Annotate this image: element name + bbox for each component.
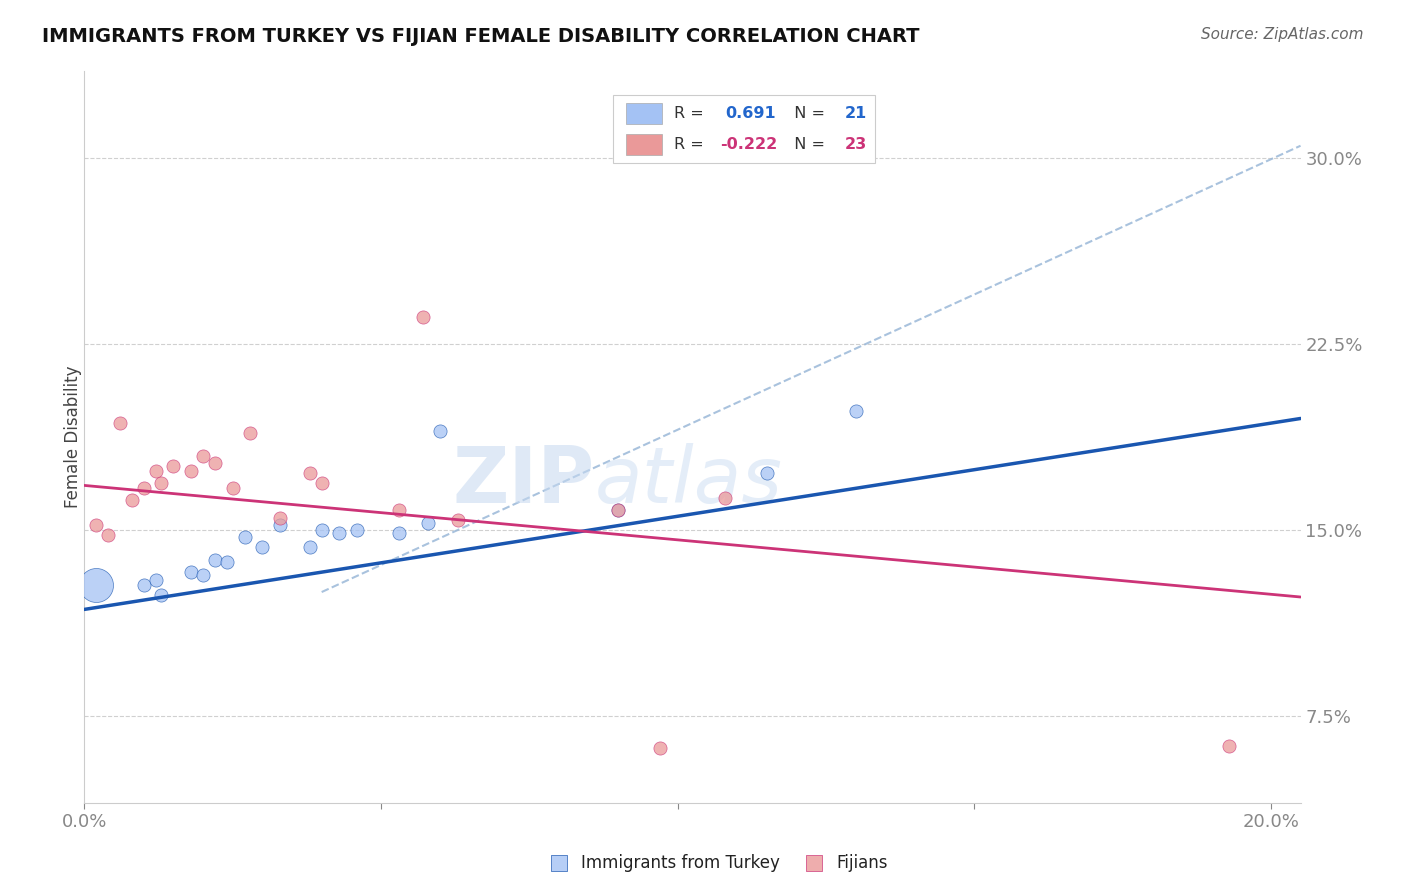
- Point: [132, 481, 155, 495]
- FancyBboxPatch shape: [613, 95, 875, 163]
- Point: [180, 464, 202, 478]
- Text: 0.691: 0.691: [725, 106, 776, 121]
- Text: R =: R =: [675, 137, 709, 153]
- Point: [97, 528, 120, 542]
- Point: [755, 466, 778, 480]
- Point: [298, 541, 321, 555]
- Point: [215, 555, 238, 569]
- Point: [346, 523, 368, 537]
- Point: [648, 741, 671, 756]
- Point: [180, 565, 202, 579]
- Point: [204, 456, 226, 470]
- Point: [84, 577, 107, 591]
- Point: [145, 464, 167, 478]
- Bar: [626, 103, 662, 124]
- Text: Immigrants from Turkey: Immigrants from Turkey: [581, 854, 779, 871]
- Point: [132, 577, 155, 591]
- Text: Source: ZipAtlas.com: Source: ZipAtlas.com: [1201, 27, 1364, 42]
- Point: [447, 513, 470, 527]
- Text: 23: 23: [845, 137, 866, 153]
- Text: R =: R =: [675, 106, 714, 121]
- Point: [252, 541, 274, 555]
- Point: [607, 503, 630, 517]
- Point: [191, 449, 214, 463]
- Point: [418, 516, 440, 530]
- Bar: [626, 134, 662, 154]
- Point: [311, 475, 333, 490]
- Point: [145, 573, 167, 587]
- Point: [1218, 739, 1240, 753]
- Point: [204, 553, 226, 567]
- Text: -0.222: -0.222: [720, 137, 778, 153]
- Point: [150, 588, 173, 602]
- Point: [269, 518, 291, 533]
- Point: [429, 424, 451, 438]
- Point: [311, 523, 333, 537]
- Text: ZIP: ZIP: [453, 443, 595, 519]
- Point: [233, 531, 256, 545]
- Point: [388, 503, 411, 517]
- Point: [162, 458, 184, 473]
- Text: 21: 21: [845, 106, 866, 121]
- Point: [298, 466, 321, 480]
- Text: IMMIGRANTS FROM TURKEY VS FIJIAN FEMALE DISABILITY CORRELATION CHART: IMMIGRANTS FROM TURKEY VS FIJIAN FEMALE …: [42, 27, 920, 45]
- Point: [108, 417, 131, 431]
- Point: [239, 426, 262, 441]
- Point: [221, 481, 243, 495]
- Text: Fijians: Fijians: [837, 854, 887, 871]
- Point: [388, 525, 411, 540]
- Point: [84, 518, 107, 533]
- Point: [121, 493, 143, 508]
- Text: N =: N =: [783, 137, 835, 153]
- Point: [269, 510, 291, 524]
- Y-axis label: Female Disability: Female Disability: [65, 366, 82, 508]
- Point: [191, 567, 214, 582]
- Point: [607, 503, 630, 517]
- Point: [714, 491, 737, 505]
- Point: [328, 525, 350, 540]
- Text: atlas: atlas: [595, 443, 783, 519]
- Text: N =: N =: [783, 106, 835, 121]
- Point: [150, 475, 173, 490]
- Point: [845, 404, 868, 418]
- Point: [412, 310, 434, 324]
